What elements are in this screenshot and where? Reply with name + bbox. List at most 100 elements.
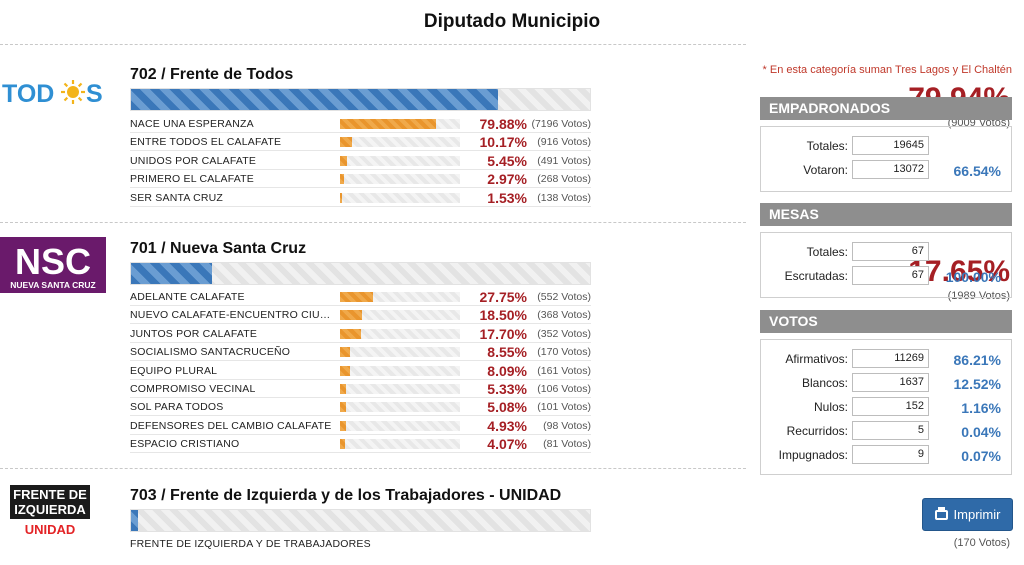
votos-panel: VOTOS Afirmativos: 11269 86.21% Blancos:… <box>760 310 1012 475</box>
party-vote-bar <box>130 262 591 285</box>
list-votes: (98 Votos) <box>543 419 591 432</box>
list-vote-bar <box>340 328 460 339</box>
list-percentage: 10.17% <box>479 134 527 151</box>
stat-label: Blancos: <box>801 376 848 390</box>
print-button-label: Imprimir <box>953 507 1001 522</box>
list-item: NUEVO CALAFATE-ENCUENTRO CIUDADANO 18.50%… <box>130 306 591 325</box>
list-name: DEFENSORES DEL CAMBIO CALAFATE <box>130 419 332 432</box>
list-vote-bar <box>340 310 460 321</box>
list-votes: (916 Votos) <box>537 136 591 149</box>
list-vote-bar-fill <box>340 402 347 413</box>
list-name: UNIDOS POR CALAFATE <box>130 154 257 167</box>
list-vote-bar-fill <box>340 310 363 321</box>
list-vote-bar <box>340 402 460 413</box>
list-vote-bar <box>340 384 460 394</box>
list-percentage: 79.88% <box>479 116 527 132</box>
panel-body: Totales: 67 Escrutadas: 67 100.00% <box>760 232 1012 298</box>
stat-label: Totales: <box>806 139 848 153</box>
list-item: SER SANTA CRUZ 1.53% (138 Votos) <box>130 189 591 207</box>
list-vote-bar-fill <box>340 192 342 203</box>
stat-row: Afirmativos: 11269 86.21% <box>761 349 1011 369</box>
list-item: SOL PARA TODOS 5.08% (101 Votos) <box>130 398 591 417</box>
logo-text-izquierda: IZQUIERDA <box>14 502 86 517</box>
stat-value: 1637 <box>852 373 929 392</box>
list-name: ADELANTE CALAFATE <box>130 291 245 303</box>
list-vote-bar-fill <box>340 439 345 450</box>
stat-row: Totales: 67 <box>761 242 1011 262</box>
list-votes: (7196 Votos) <box>531 118 591 130</box>
mesas-panel: MESAS Totales: 67 Escrutadas: 67 100.00% <box>760 203 1012 298</box>
logo-text-tod: TOD <box>2 80 54 108</box>
list-name: ENTRE TODOS EL CALAFATE <box>130 136 282 149</box>
party-vote-bar-fill <box>131 89 498 110</box>
list-item: FRENTE DE IZQUIERDA Y DE TRABAJADORES <box>130 535 591 553</box>
divider <box>0 222 746 223</box>
list-votes: (161 Votos) <box>537 364 591 377</box>
stat-percentage: 86.21% <box>953 352 1001 368</box>
stat-value: 5 <box>852 421 929 440</box>
stat-percentage: 0.04% <box>961 424 1001 440</box>
list-vote-bar-fill <box>340 292 374 302</box>
stat-row: Recurridos: 5 0.04% <box>761 421 1011 441</box>
party-name: 702 / Frente de Todos <box>130 66 294 83</box>
stat-row: Totales: 19645 <box>761 136 1011 156</box>
list-name: PRIMERO EL CALAFATE <box>130 173 254 186</box>
list-name: SOCIALISMO SANTACRUCEÑO <box>130 346 291 359</box>
list-percentage: 17.70% <box>479 325 527 342</box>
page-title: Diputado Municipio <box>423 11 601 32</box>
list-item: JUNTOS POR CALAFATE 17.70% (352 Votos) <box>130 325 591 343</box>
stat-value: 9 <box>852 445 929 464</box>
stat-row: Nulos: 152 1.16% <box>761 397 1011 417</box>
list-name: COMPROMISO VECINAL <box>130 383 256 395</box>
list-votes: (170 Votos) <box>537 346 591 359</box>
stat-percentage: 12.52% <box>953 376 1001 392</box>
stat-percentage: 1.16% <box>961 400 1001 416</box>
list-vote-bar-fill <box>340 174 344 185</box>
list-percentage: 4.93% <box>487 417 527 434</box>
stat-value: 152 <box>852 397 929 416</box>
list-vote-bar <box>340 439 460 450</box>
list-name: NUEVO CALAFATE-ENCUENTRO CIUDADANO <box>130 309 335 322</box>
list-vote-bar <box>340 192 460 203</box>
nueva-santa-cruz-logo: NSC NUEVA SANTA CRUZ <box>0 237 106 293</box>
list-item: EQUIPO PLURAL 8.09% (161 Votos) <box>130 362 591 380</box>
list-name: JUNTOS POR CALAFATE <box>130 327 258 340</box>
list-item: ENTRE TODOS EL CALAFATE 10.17% (916 Votos) <box>130 133 591 152</box>
list-vote-bar-fill <box>340 328 362 339</box>
stat-value: 67 <box>852 266 929 285</box>
panel-title: MESAS <box>760 203 1012 226</box>
list-percentage: 4.07% <box>487 436 527 453</box>
list-votes: (368 Votos) <box>537 309 591 322</box>
party-votes: (170 Votos) <box>953 537 1010 549</box>
list-percentage: 27.75% <box>479 289 527 305</box>
stat-percentage: 66.54% <box>953 163 1001 179</box>
frente-de-todos-logo: TOD S <box>0 74 110 114</box>
stat-row: Escrutadas: 67 100.00% <box>761 266 1011 286</box>
stat-label: Recurridos: <box>786 424 848 438</box>
list-votes: (81 Votos) <box>543 438 591 451</box>
list-vote-bar-fill <box>340 155 347 166</box>
list-name: EQUIPO PLURAL <box>130 364 218 377</box>
stat-value: 19645 <box>852 136 929 155</box>
list-vote-bar <box>340 155 460 166</box>
list-name: FRENTE DE IZQUIERDA Y DE TRABAJADORES <box>130 538 371 550</box>
category-note: * En esta categoría suman Tres Lagos y E… <box>762 64 1012 76</box>
printer-icon <box>934 507 948 520</box>
list-percentage: 8.55% <box>487 344 527 361</box>
panel-title: EMPADRONADOS <box>760 97 1012 120</box>
list-percentage: 8.09% <box>487 362 527 379</box>
frente-de-izquierda-logo: FRENTE DE IZQUIERDA UNIDAD <box>0 483 110 541</box>
party-vote-bar <box>130 509 591 532</box>
list-percentage: 1.53% <box>487 189 527 206</box>
list-votes: (552 Votos) <box>537 291 591 303</box>
stat-label: Impugnados: <box>778 448 848 462</box>
list-vote-bar <box>340 174 460 185</box>
print-button[interactable]: Imprimir <box>922 498 1013 531</box>
list-vote-bar <box>340 292 460 302</box>
stat-row: Blancos: 1637 12.52% <box>761 373 1011 393</box>
stat-label: Totales: <box>806 245 848 259</box>
panel-body: Afirmativos: 11269 86.21% Blancos: 1637 … <box>760 339 1012 475</box>
list-item: SOCIALISMO SANTACRUCEÑO 8.55% (170 Votos) <box>130 343 591 362</box>
panel-body: Totales: 19645 Votaron: 13072 66.54% <box>760 126 1012 192</box>
list-item: NACE UNA ESPERANZA 79.88% (7196 Votos) <box>130 115 591 133</box>
